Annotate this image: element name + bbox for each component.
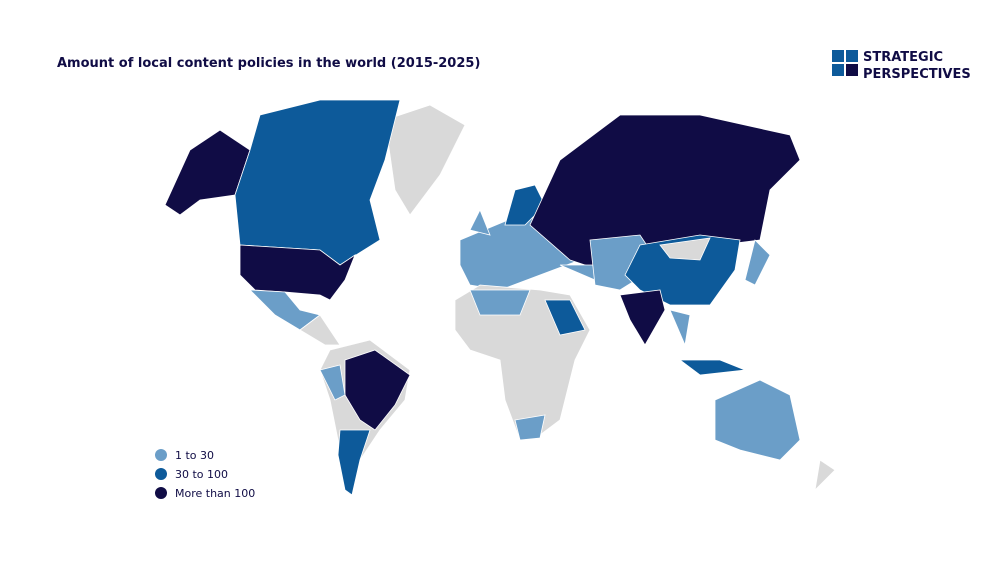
japan <box>744 239 771 286</box>
legend-label: 30 to 100 <box>175 468 228 481</box>
logo-mark <box>846 64 858 76</box>
saudi-arabia <box>544 299 586 336</box>
legend-label: More than 100 <box>175 487 255 500</box>
logo-mark <box>832 50 844 62</box>
uk <box>469 209 491 236</box>
china <box>624 234 741 306</box>
world-map <box>164 99 836 496</box>
india <box>619 289 666 346</box>
usa <box>239 244 356 301</box>
legend-swatch <box>155 468 167 480</box>
central-america <box>299 314 341 346</box>
mongolia <box>659 237 711 261</box>
north-africa <box>469 289 531 316</box>
logo-text: STRATEGIC <box>863 50 943 65</box>
south-africa <box>514 414 546 441</box>
indonesia <box>678 359 746 376</box>
title: Amount of local content policies in the … <box>57 56 480 71</box>
canada <box>234 99 401 266</box>
argentina <box>337 429 371 496</box>
legend-swatch <box>155 449 167 461</box>
logo-text: PERSPECTIVES <box>863 67 971 82</box>
legend: 1 to 30 30 to 100 More than 100 <box>155 449 255 500</box>
logo-mark <box>832 64 844 76</box>
peru <box>319 364 346 401</box>
legend-swatch <box>155 487 167 499</box>
australia <box>714 379 801 461</box>
greenland <box>384 104 466 216</box>
legend-label: 1 to 30 <box>175 449 214 462</box>
logo-mark <box>846 50 858 62</box>
new-zealand <box>814 459 836 492</box>
brazil <box>344 349 411 431</box>
logo: STRATEGIC PERSPECTIVES <box>832 50 971 82</box>
southeast-asia <box>669 309 691 347</box>
